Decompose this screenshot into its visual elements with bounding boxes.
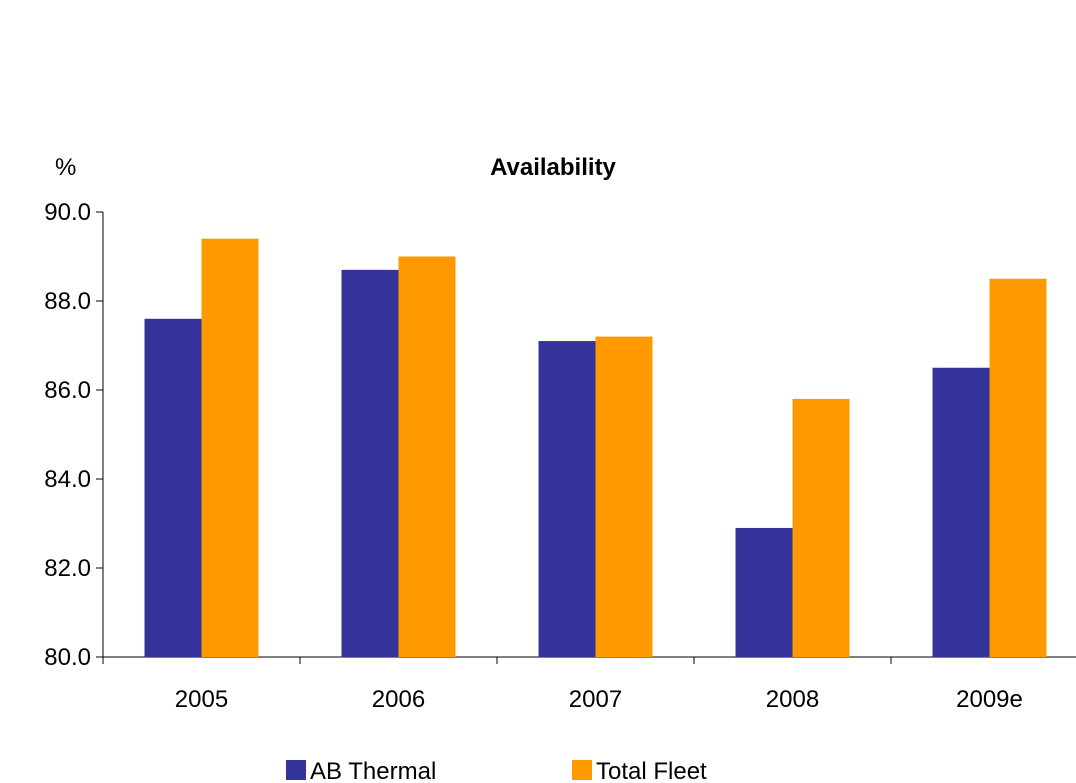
y-tick-label: 88.0: [44, 288, 91, 315]
y-axis: 80.0 82.0 84.0 86.0 88.0 90.0: [44, 199, 104, 671]
bar-ab-thermal-2009e: [932, 367, 990, 657]
legend-swatch: [286, 760, 306, 780]
x-tick-label: 2006: [372, 686, 425, 713]
bar-ab-thermal-2005: [144, 318, 202, 657]
bar-ab-thermal-2008: [735, 527, 793, 657]
legend: AB Thermal Total Fleet: [286, 758, 707, 783]
x-tick-label: 2005: [175, 686, 228, 713]
x-tick-label: 2007: [569, 686, 622, 713]
bar-ab-thermal-2007: [538, 341, 596, 657]
legend-entry: AB Thermal: [310, 758, 436, 783]
bar-total-fleet-2008: [792, 398, 850, 657]
y-axis-unit-label: %: [55, 154, 76, 181]
x-tick-label: 2008: [766, 686, 819, 713]
y-tick-label: 90.0: [44, 199, 91, 226]
y-tick-label: 84.0: [44, 466, 91, 493]
bar-total-fleet-2009e: [989, 278, 1047, 657]
legend-entry: Total Fleet: [596, 758, 707, 783]
bar-total-fleet-2007: [595, 336, 653, 657]
bar-total-fleet-2005: [201, 238, 259, 657]
y-tick-label: 82.0: [44, 555, 91, 582]
y-tick-label: 86.0: [44, 377, 91, 404]
bar-ab-thermal-2006: [341, 269, 399, 657]
x-axis: 2005 2006 2007 2008 2009e: [102, 656, 1076, 713]
legend-swatch: [572, 760, 592, 780]
bars: [144, 238, 1047, 657]
y-tick-label: 80.0: [44, 644, 91, 671]
x-tick-label: 2009e: [956, 686, 1023, 713]
chart-title: Availability: [490, 154, 616, 181]
bar-total-fleet-2006: [398, 256, 456, 657]
